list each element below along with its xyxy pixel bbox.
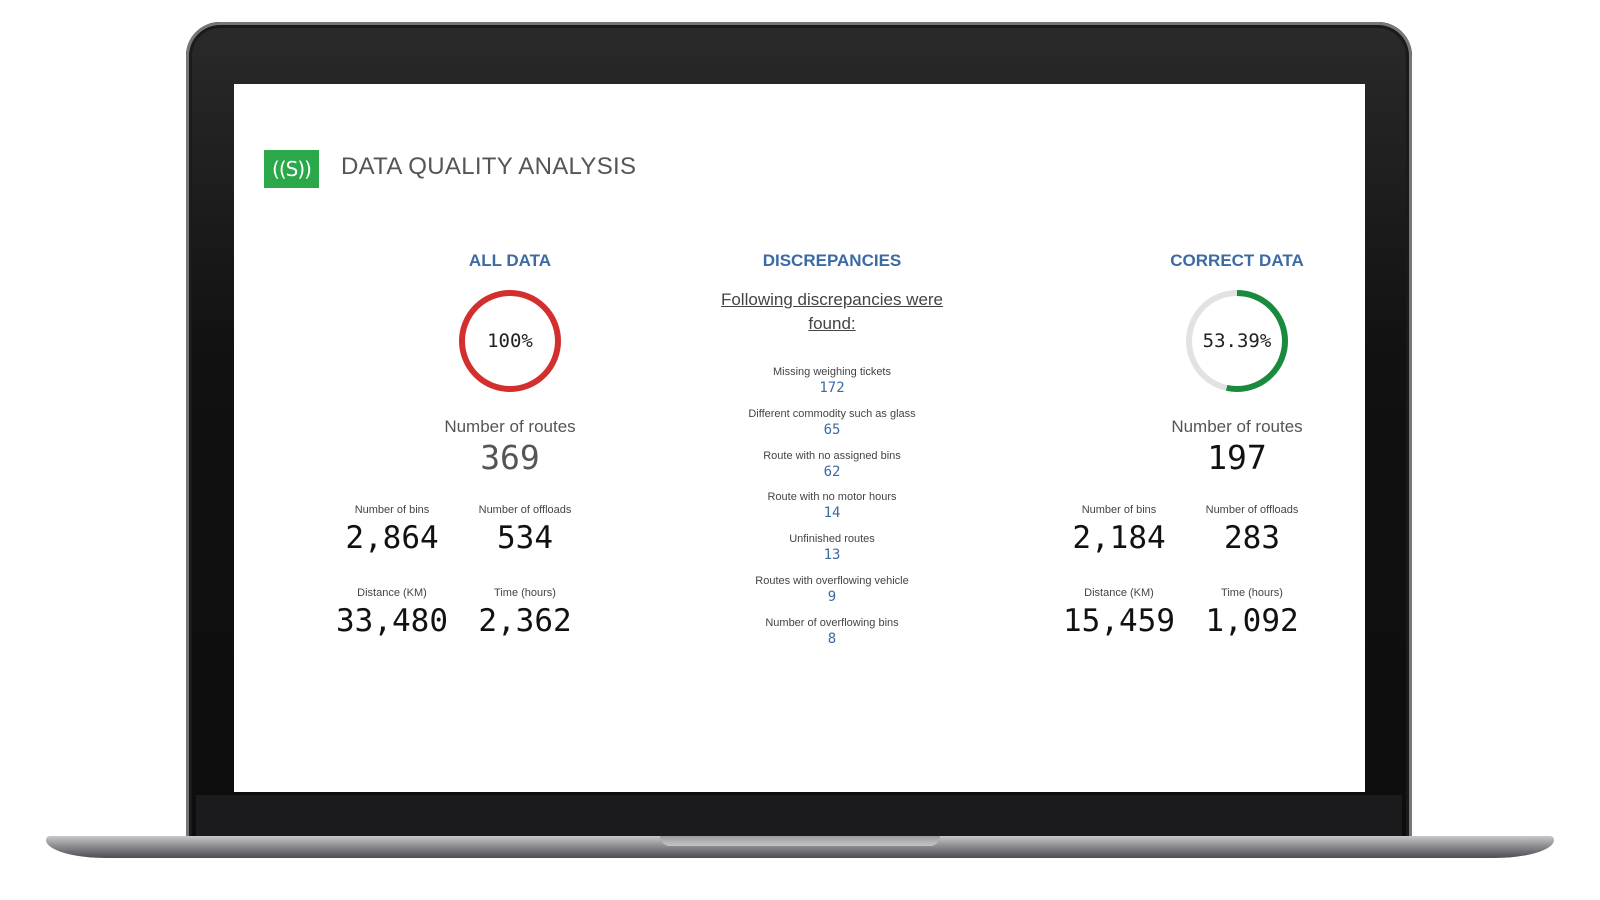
discrepancies-heading: DISCREPANCIES [762, 251, 902, 270]
stat-label: Number of offloads [478, 504, 572, 516]
dashboard-screen: ((S)) DATA QUALITY ANALYSIS ALL DATA 100… [234, 84, 1365, 792]
list-item: Number of overflowing bins 8 [676, 617, 988, 659]
stat-distance: Distance (KM) 33,480 [312, 587, 472, 639]
stat-label: Number of bins [1081, 504, 1157, 516]
correct-data-heading: CORRECT DATA [1170, 251, 1304, 270]
discrepancy-value: 172 [819, 380, 845, 396]
stat-label: Distance (KM) [1084, 587, 1154, 599]
page-title: DATA QUALITY ANALYSIS [341, 153, 637, 180]
discrepancy-label: Routes with overflowing vehicle [755, 574, 909, 587]
all-data-gauge: 100% [457, 288, 563, 394]
routes-label: Number of routes [444, 417, 576, 436]
gauge-arc [1186, 290, 1288, 392]
list-item: Routes with overflowing vehicle 9 [676, 575, 988, 617]
list-item: Missing weighing tickets 172 [676, 366, 988, 408]
stat-label: Distance (KM) [357, 587, 427, 599]
all-data-gauge-ring [459, 290, 561, 392]
all-data-panel: ALL DATA 100% Number of routes 369 Numbe… [312, 84, 708, 792]
discrepancy-value: 8 [827, 630, 837, 647]
stat-offloads: Number of offloads 534 [445, 504, 605, 556]
correct-data-gauge: 53.39% [1184, 288, 1290, 394]
laptop-hinge-notch [660, 836, 940, 846]
discrepancies-list: Missing weighing tickets 172 Different c… [676, 366, 988, 659]
list-item: Unfinished routes 13 [676, 533, 988, 575]
stat-label: Time (hours) [1221, 587, 1283, 599]
routes-value: 197 [1207, 438, 1267, 477]
stat-value: 534 [497, 520, 553, 556]
stat-label: Number of offloads [1205, 504, 1299, 516]
all-data-gauge-label: 100% [487, 330, 533, 352]
list-item: Route with no assigned bins 62 [676, 450, 988, 492]
stat-bins: Number of bins 2,864 [312, 504, 472, 556]
logo-icon: ((S)) [264, 150, 319, 188]
stat-distance: Distance (KM) 15,459 [1039, 587, 1199, 639]
laptop-base [46, 836, 1554, 858]
stat-label: Number of bins [354, 504, 430, 516]
discrepancy-label: Missing weighing tickets [773, 366, 891, 378]
stat-value: 1,092 [1205, 603, 1299, 639]
stat-time: Time (hours) 1,092 [1172, 587, 1332, 639]
discrepancy-label: Route with no motor hours [767, 491, 897, 504]
gauge-arc [459, 290, 561, 392]
discrepancies-intro: Following discrepancies were found: [720, 290, 944, 333]
stat-time: Time (hours) 2,362 [445, 587, 605, 639]
routes-label: Number of routes [1171, 417, 1303, 436]
discrepancy-label: Unfinished routes [789, 533, 875, 546]
correct-data-gauge-label: 53.39% [1202, 330, 1272, 352]
stat-value: 33,480 [336, 603, 448, 639]
stat-value: 2,362 [478, 603, 572, 639]
correct-data-gauge-ring [1186, 290, 1288, 392]
discrepancy-value: 65 [823, 421, 841, 438]
discrepancy-label: Different commodity such as glass [748, 407, 916, 420]
routes-value: 369 [480, 438, 540, 477]
stat-bins: Number of bins 2,184 [1039, 504, 1199, 556]
discrepancy-label: Number of overflowing bins [765, 616, 899, 629]
stat-offloads: Number of offloads 283 [1172, 504, 1332, 556]
laptop-bezel-bottom [196, 795, 1402, 837]
list-item: Different commodity such as glass 65 [676, 408, 988, 450]
discrepancies-panel: DISCREPANCIES Following discrepancies we… [676, 84, 988, 792]
discrepancy-value: 13 [823, 547, 841, 564]
stat-value: 15,459 [1063, 603, 1175, 639]
list-item: Route with no motor hours 14 [676, 491, 988, 533]
stat-label: Time (hours) [494, 587, 556, 599]
discrepancy-value: 62 [823, 463, 841, 480]
correct-data-panel: CORRECT DATA 53.39% Number of routes 197… [1039, 84, 1435, 792]
stat-value: 283 [1224, 520, 1280, 556]
all-data-heading: ALL DATA [468, 251, 552, 270]
discrepancy-value: 9 [827, 588, 837, 605]
stat-value: 2,864 [345, 520, 439, 556]
discrepancy-label: Route with no assigned bins [763, 449, 901, 462]
discrepancy-value: 14 [823, 505, 841, 522]
stat-value: 2,184 [1072, 520, 1166, 556]
